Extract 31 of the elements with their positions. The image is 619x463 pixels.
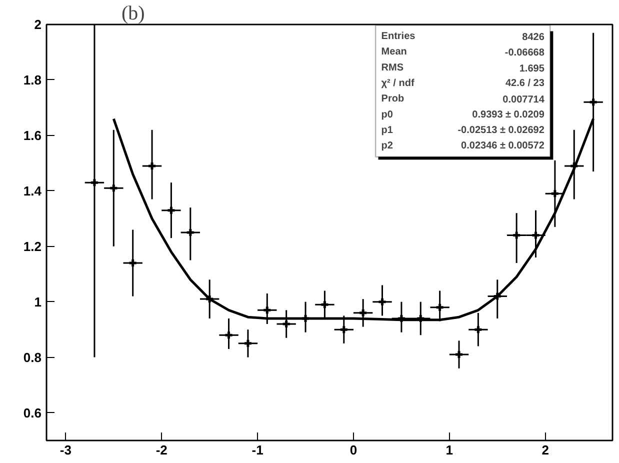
x-tick-label: 1 bbox=[446, 442, 454, 458]
y-tick-label: 1.6 bbox=[23, 128, 42, 143]
annotation: -0.06668 bbox=[504, 48, 545, 59]
chart-title: (b) bbox=[122, 2, 145, 24]
annotation: 0.02346 ± 0.00572 bbox=[461, 140, 545, 152]
annotation: 0.9393 ± 0.0209 bbox=[472, 109, 545, 120]
x-tick-label: -1 bbox=[252, 442, 264, 458]
y-tick-label: 1.8 bbox=[23, 72, 42, 88]
y-tick-label: 1.4 bbox=[23, 183, 42, 198]
annotation: RMS bbox=[381, 62, 404, 74]
x-tick-label: -3 bbox=[60, 442, 72, 458]
annotation: p2 bbox=[381, 140, 394, 152]
y-tick-label: 2 bbox=[34, 17, 42, 32]
annotation: Prob bbox=[381, 94, 404, 105]
y-tick-label: 0.8 bbox=[23, 350, 42, 365]
x-tick-label: 0 bbox=[350, 442, 358, 458]
annotation: Entries bbox=[381, 30, 416, 42]
x-tick-label: 2 bbox=[542, 442, 549, 458]
annotation: 0.007714 bbox=[502, 94, 545, 106]
annotation: Mean bbox=[381, 46, 407, 58]
annotation: 8426 bbox=[522, 32, 545, 43]
annotation: -0.02513 ± 0.02692 bbox=[458, 125, 545, 136]
x-tick-label: -2 bbox=[156, 442, 168, 458]
y-tick-label: 1.2 bbox=[23, 238, 42, 254]
annotation: p1 bbox=[381, 125, 394, 136]
annotation: p0 bbox=[381, 109, 394, 120]
annotation: 1.695 bbox=[519, 63, 545, 74]
annotation: 42.6 / 23 bbox=[505, 78, 545, 90]
y-tick-label: 0.6 bbox=[23, 405, 42, 420]
annotation: χ² / ndf bbox=[381, 78, 415, 90]
y-tick-label: 1 bbox=[34, 294, 42, 310]
